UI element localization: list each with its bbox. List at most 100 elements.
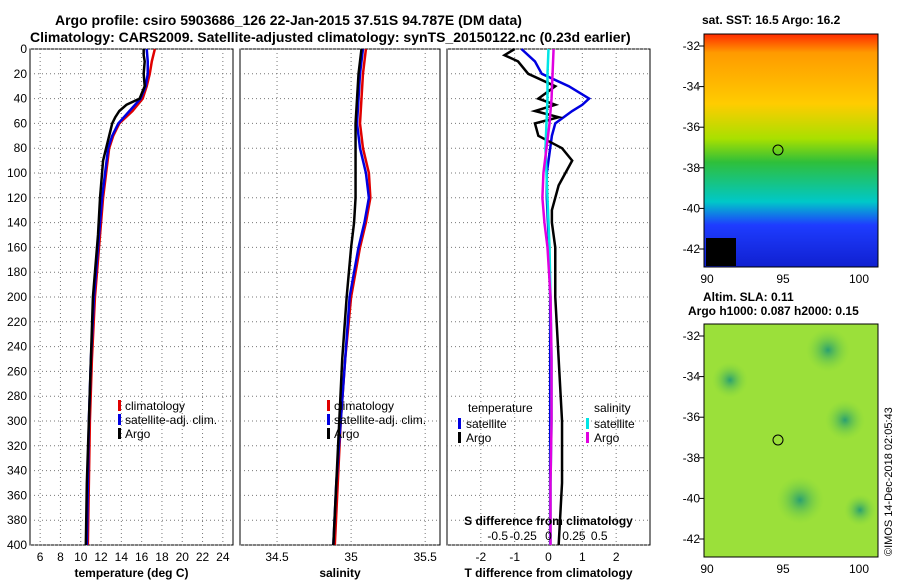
s-difference-label: S difference from climatology <box>464 514 633 528</box>
legend-swatch <box>327 428 330 439</box>
x-tick-label: 1 <box>579 550 586 564</box>
legend-label: climatology <box>125 399 185 413</box>
legend-label: Argo <box>125 427 151 441</box>
sla-feature <box>844 494 876 526</box>
y-tick-label: 180 <box>7 265 27 279</box>
y-tick-label: 400 <box>7 538 27 552</box>
x-tick-label: 12 <box>94 550 108 564</box>
map-lat-tick: -36 <box>683 120 701 134</box>
sst-map-title: sat. SST: 16.5 Argo: 16.2 <box>702 13 841 27</box>
profile-panel-salinity: 34.5 35 35.5 salinity climatologysatellite-a… <box>239 48 441 580</box>
s-tick-label: 0 <box>545 529 552 543</box>
legend-swatch <box>118 400 121 411</box>
x-tick-label: 22 <box>196 550 210 564</box>
profile-panel-difference: -2 -1 0 1 2 T difference from climatology temp… <box>446 47 651 580</box>
legend-label: Argo <box>466 431 492 445</box>
s-tick-label: -0.25 <box>509 529 537 543</box>
legend-label: satellite-adj. clim. <box>125 413 217 427</box>
y-tick-label: 60 <box>14 116 28 130</box>
x-tick-label: 6 <box>37 550 44 564</box>
map-lat-tick: -42 <box>683 242 701 256</box>
sla-feature <box>776 476 824 524</box>
legend-swatch <box>118 414 121 425</box>
x-tick-label: 10 <box>74 550 88 564</box>
series-line-satellite-adj-clim- <box>332 48 371 546</box>
x-axis-label: T difference from climatology <box>464 566 632 580</box>
x-axis-label: salinity <box>319 566 361 580</box>
x-tick-label: 34.5 <box>265 550 289 564</box>
legend-swatch <box>327 414 330 425</box>
sst-argo-marker <box>772 144 784 156</box>
map-lon-tick: 90 <box>700 562 714 576</box>
map-lat-tick: -34 <box>683 80 701 94</box>
map-lat-tick: -36 <box>683 410 701 424</box>
sla-argo-marker <box>772 434 784 446</box>
legend-label: Argo <box>334 427 360 441</box>
chart-title-line1: Argo profile: csiro 5903686_126 22-Jan-2… <box>55 12 522 28</box>
legend-title-temperature: temperature <box>468 401 533 415</box>
chart-title-line2: Climatology: CARS2009. Satellite-adjuste… <box>30 29 631 45</box>
profile-panel-temperature: 6 8 10 12 14 16 18 20 22 24 temperature (deg C) 0 20… <box>7 42 234 580</box>
map-lon-tick: 95 <box>776 562 790 576</box>
map-lat-tick: -38 <box>683 451 701 465</box>
y-tick-label: 40 <box>14 92 28 106</box>
map-lat-tick: -40 <box>683 491 701 505</box>
y-tick-label: 360 <box>7 488 27 502</box>
legend-label: satellite-adj. clim. <box>334 413 426 427</box>
x-tick-label: 24 <box>216 550 230 564</box>
plot-area <box>29 48 234 546</box>
x-tick-label: -2 <box>475 550 486 564</box>
series-line-argo <box>332 48 363 546</box>
y-tick-label: 380 <box>7 513 27 527</box>
map-lat-tick: -34 <box>683 370 701 384</box>
sla-feature <box>806 328 850 372</box>
legend-swatch <box>458 418 461 429</box>
y-tick-label: 200 <box>7 290 27 304</box>
legend-label: climatology <box>334 399 394 413</box>
legend-label: satellite <box>466 417 507 431</box>
y-tick-label: 320 <box>7 439 27 453</box>
y-tick-label: 340 <box>7 464 27 478</box>
x-tick-label: 0 <box>545 550 552 564</box>
legend-swatch <box>586 432 589 443</box>
legend-label: satellite <box>594 417 635 431</box>
x-tick-label: 35 <box>344 550 358 564</box>
map-lat-tick: -40 <box>683 201 701 215</box>
sst-map-land <box>706 238 736 266</box>
x-tick-label: -1 <box>509 550 520 564</box>
x-tick-label: 18 <box>155 550 169 564</box>
sla-map-subtitle: Argo h1000: 0.087 h2000: 0.15 <box>688 304 859 318</box>
y-tick-label: 20 <box>14 67 28 81</box>
y-tick-label: 240 <box>7 340 27 354</box>
x-tick-label: 8 <box>57 550 64 564</box>
legend-swatch <box>118 428 121 439</box>
map-lon-tick: 100 <box>849 562 869 576</box>
sst-map <box>703 33 879 268</box>
series-line-s-argo <box>541 48 555 545</box>
series-line-t-argo <box>501 47 574 546</box>
map-lon-tick: 100 <box>849 272 869 286</box>
map-lon-tick: 95 <box>776 272 790 286</box>
x-tick-label: 35.5 <box>414 550 438 564</box>
legend-swatch <box>327 400 330 411</box>
x-tick-label: 16 <box>135 550 149 564</box>
y-tick-label: 220 <box>7 315 27 329</box>
y-tick-label: 80 <box>14 141 28 155</box>
map-lon-tick: 90 <box>700 272 714 286</box>
legend-swatch <box>586 418 589 429</box>
y-tick-label: 160 <box>7 240 27 254</box>
x-tick-label: 20 <box>176 550 190 564</box>
y-tick-label: 0 <box>20 42 27 56</box>
map-lat-tick: -32 <box>683 329 701 343</box>
y-tick-label: 260 <box>7 364 27 378</box>
x-tick-label: 2 <box>613 550 620 564</box>
sla-feature <box>712 362 748 398</box>
map-lat-tick: -38 <box>683 161 701 175</box>
y-tick-label: 120 <box>7 191 27 205</box>
map-lat-tick: -42 <box>683 532 701 546</box>
y-tick-label: 300 <box>7 414 27 428</box>
s-tick-label: 0.25 <box>562 529 586 543</box>
x-tick-label: 14 <box>115 550 129 564</box>
s-tick-label: -0.5 <box>487 529 508 543</box>
